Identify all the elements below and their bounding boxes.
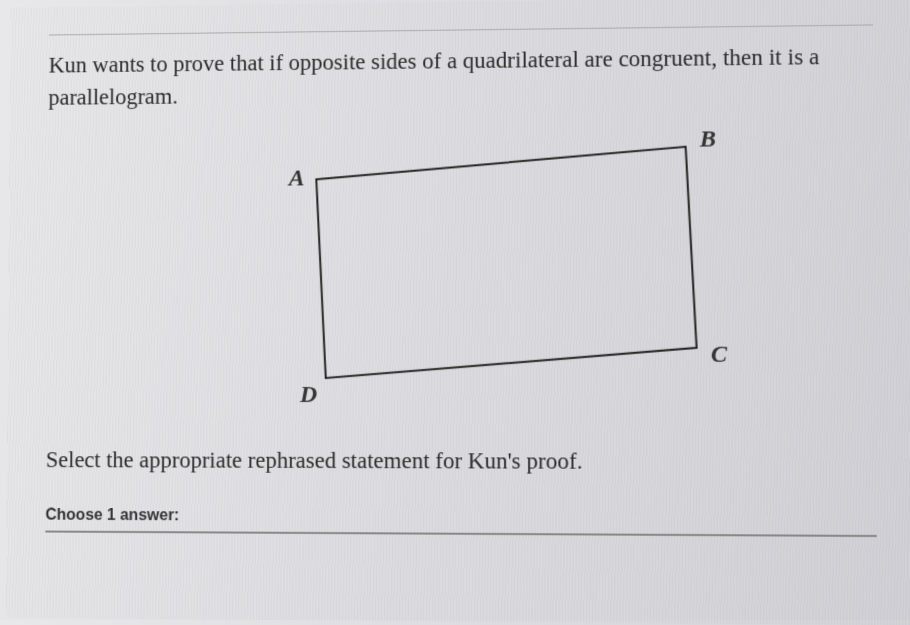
question-stem: Kun wants to prove that if opposite side… [48, 39, 873, 114]
question-block: Kun wants to prove that if opposite side… [6, 0, 910, 547]
choose-one-answer-label: Choose 1 answer: [45, 506, 876, 536]
instruction-text: Select the appropriate rephrased stateme… [46, 447, 877, 475]
vertex-label-a: A [289, 165, 305, 192]
vertex-label-b: B [700, 126, 716, 153]
quadrilateral-svg [100, 125, 820, 418]
quadrilateral-shape [316, 146, 697, 377]
top-rule [49, 24, 873, 35]
figure-quadrilateral: A B C D [100, 125, 820, 418]
vertex-label-c: C [711, 341, 727, 368]
vertex-label-d: D [300, 382, 317, 409]
